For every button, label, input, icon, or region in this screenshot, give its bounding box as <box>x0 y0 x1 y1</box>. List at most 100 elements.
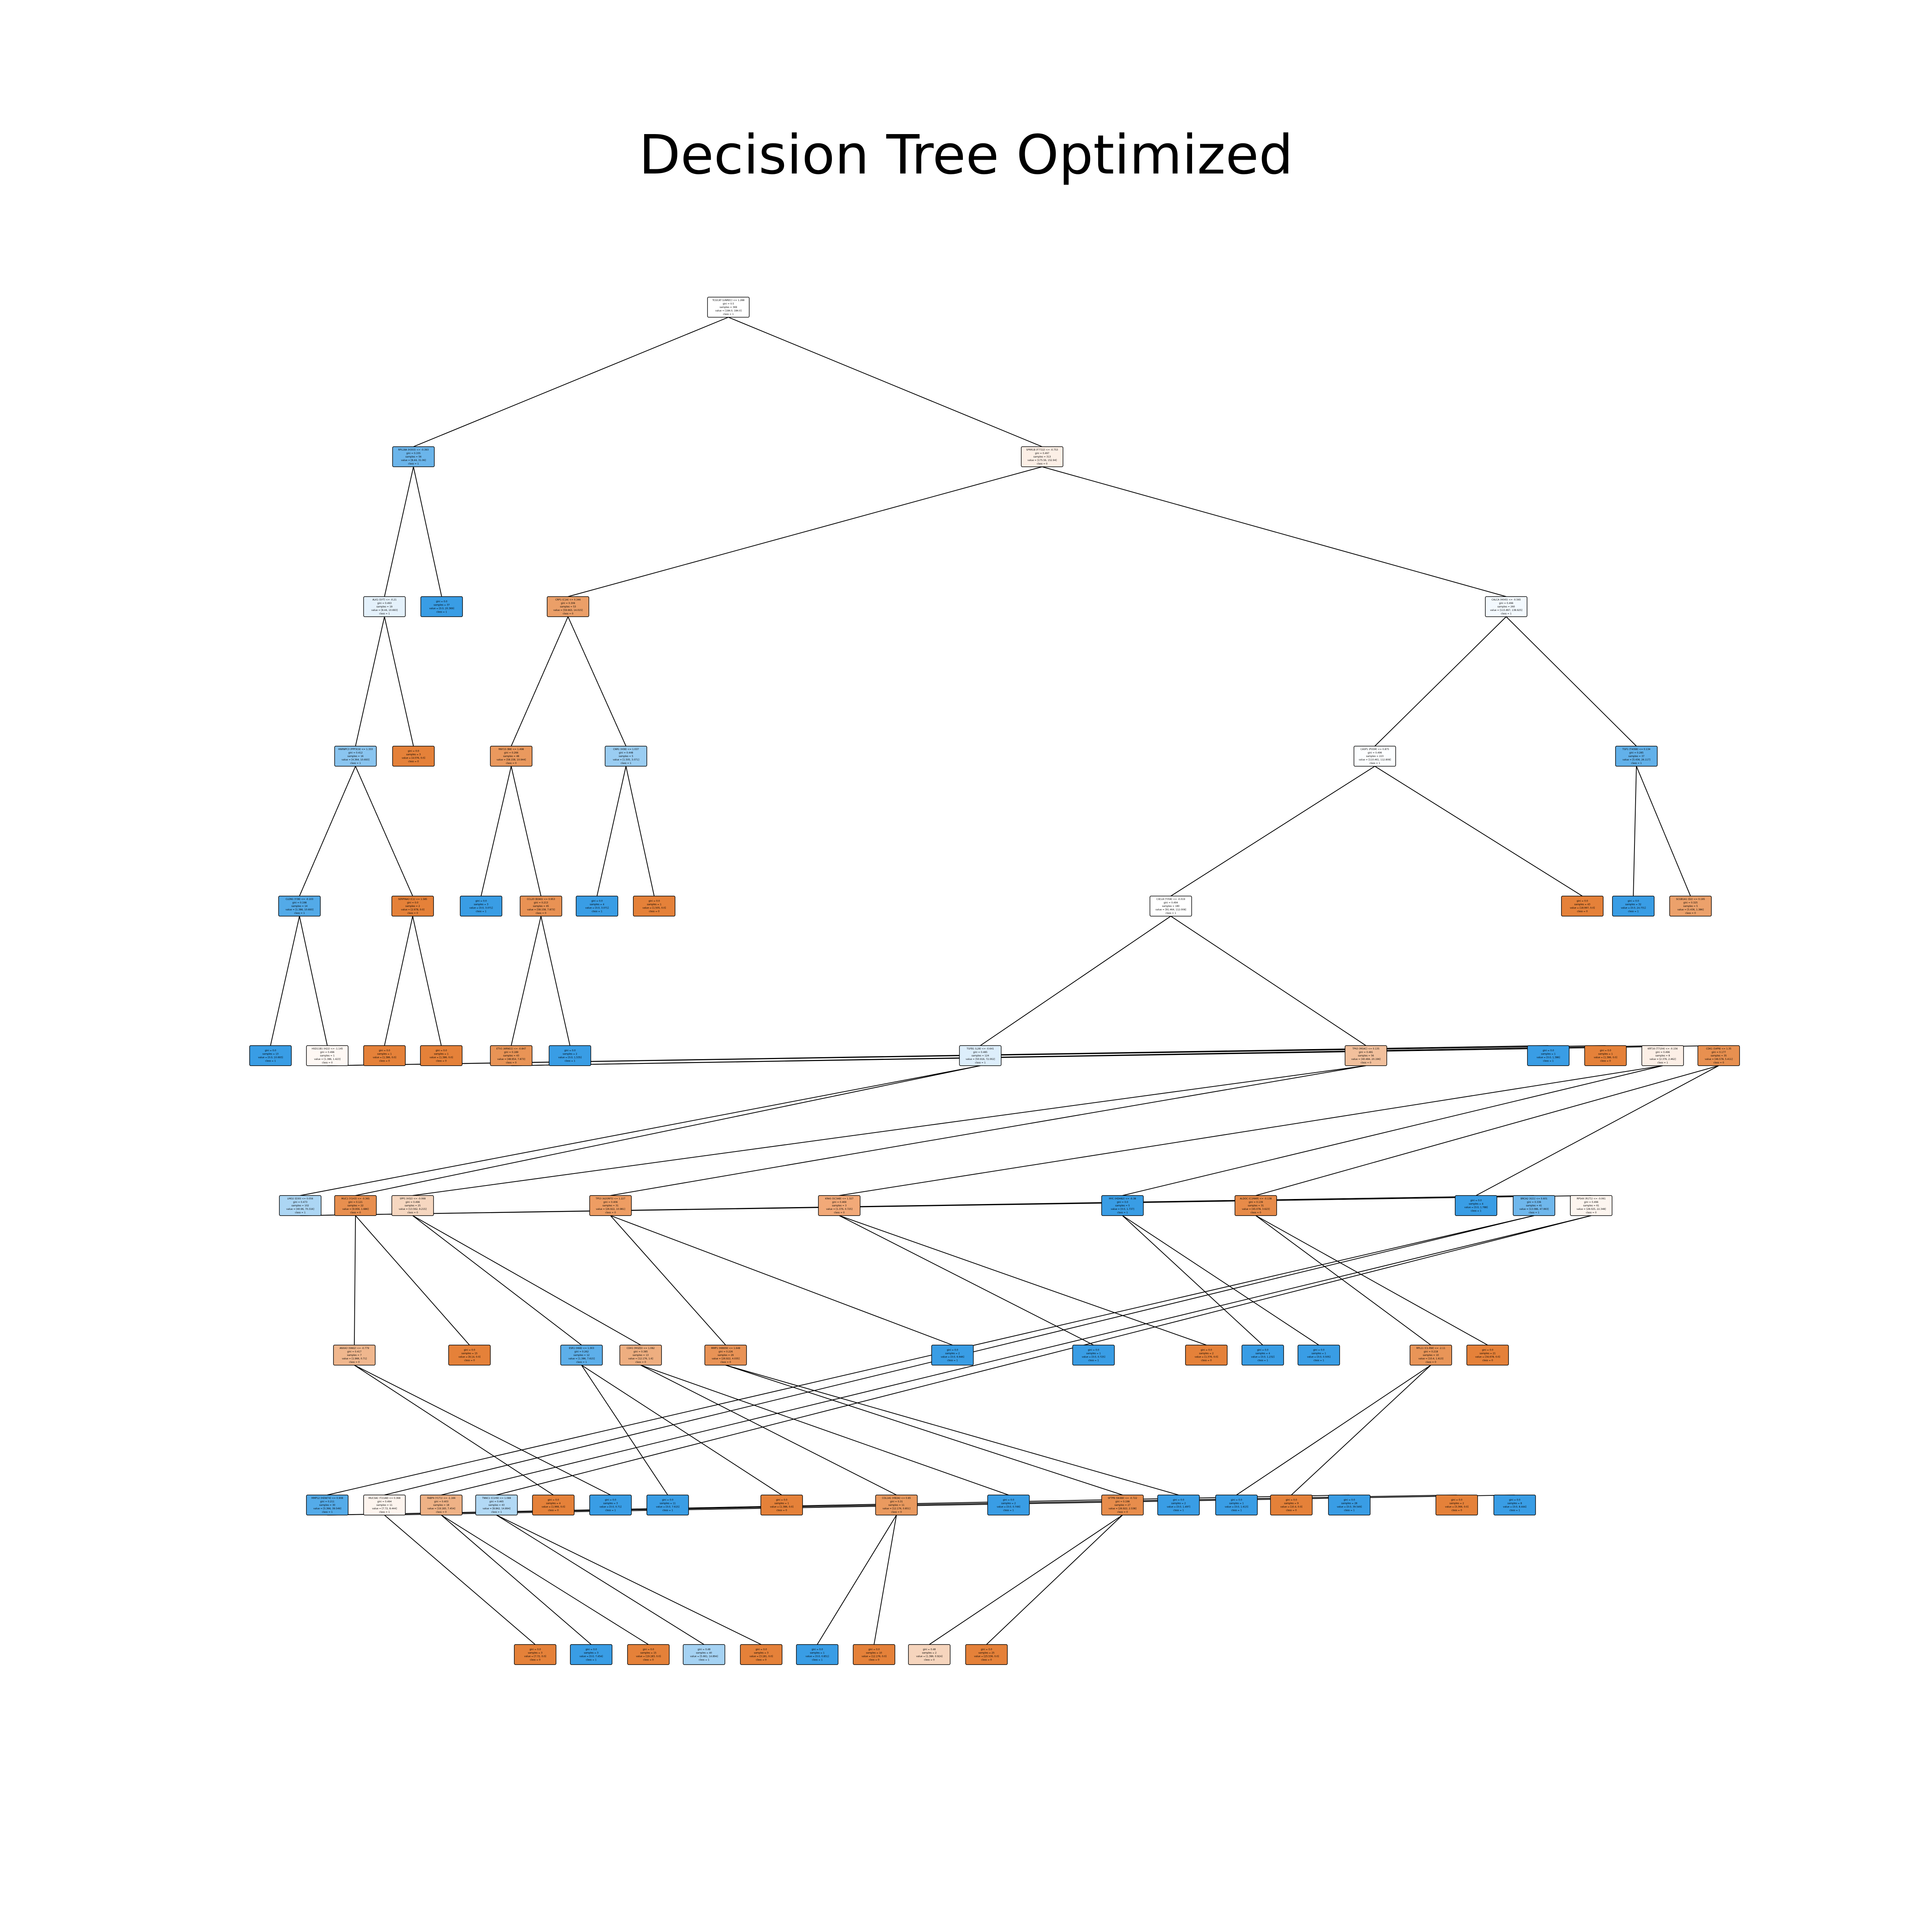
node-label-line: class = 1 <box>476 910 486 913</box>
node-label-line: gini = 0.0 <box>1173 1499 1184 1502</box>
node-label-line: class = 1 <box>265 1060 276 1063</box>
node-label-line: value = [0.0, 1.737] <box>1111 1208 1134 1211</box>
node-box <box>570 1644 612 1665</box>
node-label-line: value = [0.0, 1.788] <box>1464 1206 1488 1209</box>
node-label-line: class = 0 <box>548 1509 559 1512</box>
node-label-line: gini = 0.406 <box>604 1201 618 1204</box>
node-label-line: samples = 11 <box>376 1504 393 1507</box>
node-box <box>1101 1195 1144 1216</box>
node-label-line: value = [45.078, 3.623] <box>1242 1208 1270 1211</box>
tree-edge <box>626 766 655 896</box>
node-label-line: value = [40.96, 70.316] <box>286 1208 314 1211</box>
node-label-line: class = 0 <box>436 1511 447 1514</box>
node-label-line: samples = 1 <box>1311 1352 1326 1355</box>
node-label-line: gini = 0.0 <box>1509 1499 1520 1502</box>
node-label-line: samples = 2 <box>1449 1502 1464 1505</box>
tree-edge <box>384 466 414 597</box>
node-label-line: value = [25.536, 0.0] <box>974 1655 999 1658</box>
node-label-line: RNY1S (B8) <= 1.498 <box>498 748 524 751</box>
node-box <box>334 746 377 767</box>
node-label-line: samples = 40 <box>696 1652 712 1655</box>
node-box <box>306 1495 349 1515</box>
node-label-line: TCGCAT (LINREC) <= 1.288 <box>712 299 744 302</box>
tree-edge <box>1042 466 1507 597</box>
tree-edge <box>299 766 356 896</box>
node-label-line: value = [12.176, 0.0] <box>862 1655 886 1658</box>
node-box <box>908 1644 951 1665</box>
node-label-line: value = [19.183, 0.0] <box>636 1655 661 1658</box>
node-label-line: MUC5AC (T21A8) <= 0.368 <box>369 1497 401 1500</box>
node-box <box>249 1045 292 1066</box>
node-label-line: CDK1 (S4P8) <= 1.35 <box>1706 1048 1731 1050</box>
node-box <box>306 1045 349 1066</box>
node-label-line: value = [26.922, 10.981] <box>596 1208 625 1211</box>
node-label-line: class = 0 <box>635 1361 646 1364</box>
node-box <box>278 896 321 917</box>
node-box <box>391 896 434 917</box>
node-label-line: gini = 0.0 <box>564 1049 576 1052</box>
node-label-line: samples = 16 <box>347 755 364 758</box>
tree-edge <box>986 1515 1123 1645</box>
node-label-line: samples = 25 <box>978 1652 995 1655</box>
node-label-line: gini = 0.417 <box>347 1350 362 1353</box>
node-label-line: gini = 0.198 <box>293 901 307 904</box>
node-label-line: class = 1 <box>1344 1509 1355 1512</box>
node-label-line: class = 0 <box>506 762 517 765</box>
node-label-line: class = 1 <box>408 463 419 465</box>
node-label-line: gini = 0.465 <box>490 1500 504 1503</box>
tree-edge <box>270 916 300 1046</box>
node-label-line: value = [8.44, 31.06] <box>401 459 426 462</box>
node-label-line: gini = 0.0 <box>1257 1349 1269 1352</box>
node-label-line: class = 1 <box>1173 1509 1184 1512</box>
node-label-line: RPS4X (R1T1) <= -0.061 <box>1577 1197 1606 1200</box>
node-label-line: gini = 0.496 <box>1368 752 1382 754</box>
node-label-line: value = [12.176, 1.6] <box>628 1357 653 1360</box>
node-label-line: gini = 0.0 <box>811 1648 823 1651</box>
node-label-line: gini = 0.0 <box>408 750 419 753</box>
node-box <box>514 1644 556 1665</box>
node-label-line: samples = 19 <box>376 605 393 608</box>
node-label-line: samples = 3 <box>474 903 488 906</box>
node-label-line: samples = 11 <box>888 1504 905 1507</box>
node-label-line: value = [50.916, 72.002] <box>966 1058 995 1061</box>
tree-edge <box>1122 1065 1663 1196</box>
node-box <box>707 297 750 318</box>
tree-edge <box>1506 616 1637 747</box>
node-label-line: samples = 3 <box>832 1204 847 1207</box>
node-box <box>1185 1345 1228 1366</box>
node-label-line: gini = 0.262 <box>575 1350 589 1353</box>
node-label-line: class = 1 <box>1471 1210 1481 1213</box>
tree-edge <box>384 1515 536 1645</box>
node-label-line: CDH1 (M3ZD) <= 1.082 <box>627 1347 655 1350</box>
node-box <box>532 1495 575 1515</box>
node-box <box>1150 896 1192 917</box>
node-label-line: samples = 313 <box>1033 456 1051 458</box>
node-label-line: samples = 3 <box>603 1502 618 1505</box>
node-label-line: class = 1 <box>975 1061 986 1064</box>
node-label-line: samples = 1 <box>774 1502 789 1505</box>
node-label-line: gini = 0.0 <box>436 600 447 603</box>
node-label-line: value = [1.386, 0.0] <box>770 1506 793 1509</box>
node-box <box>420 1495 463 1515</box>
node-label-line: samples = 15 <box>640 1652 656 1655</box>
node-label-line: gini = 0.0 <box>548 1499 559 1502</box>
node-label-line: gini = 0.385 <box>634 1350 648 1353</box>
node-box <box>931 1345 974 1366</box>
node-label-line: gini = 0.485 <box>973 1051 988 1054</box>
node-label-line: samples = 43 <box>1574 903 1590 906</box>
node-label-line: class = 0 <box>869 1659 879 1662</box>
node-label-line: gini = 0.139 <box>1249 1201 1263 1204</box>
node-label-line: class = 0 <box>643 1659 654 1662</box>
node-box <box>1641 1045 1684 1066</box>
node-label-line: gini = 0.0 <box>475 900 487 903</box>
node-box <box>633 896 675 917</box>
